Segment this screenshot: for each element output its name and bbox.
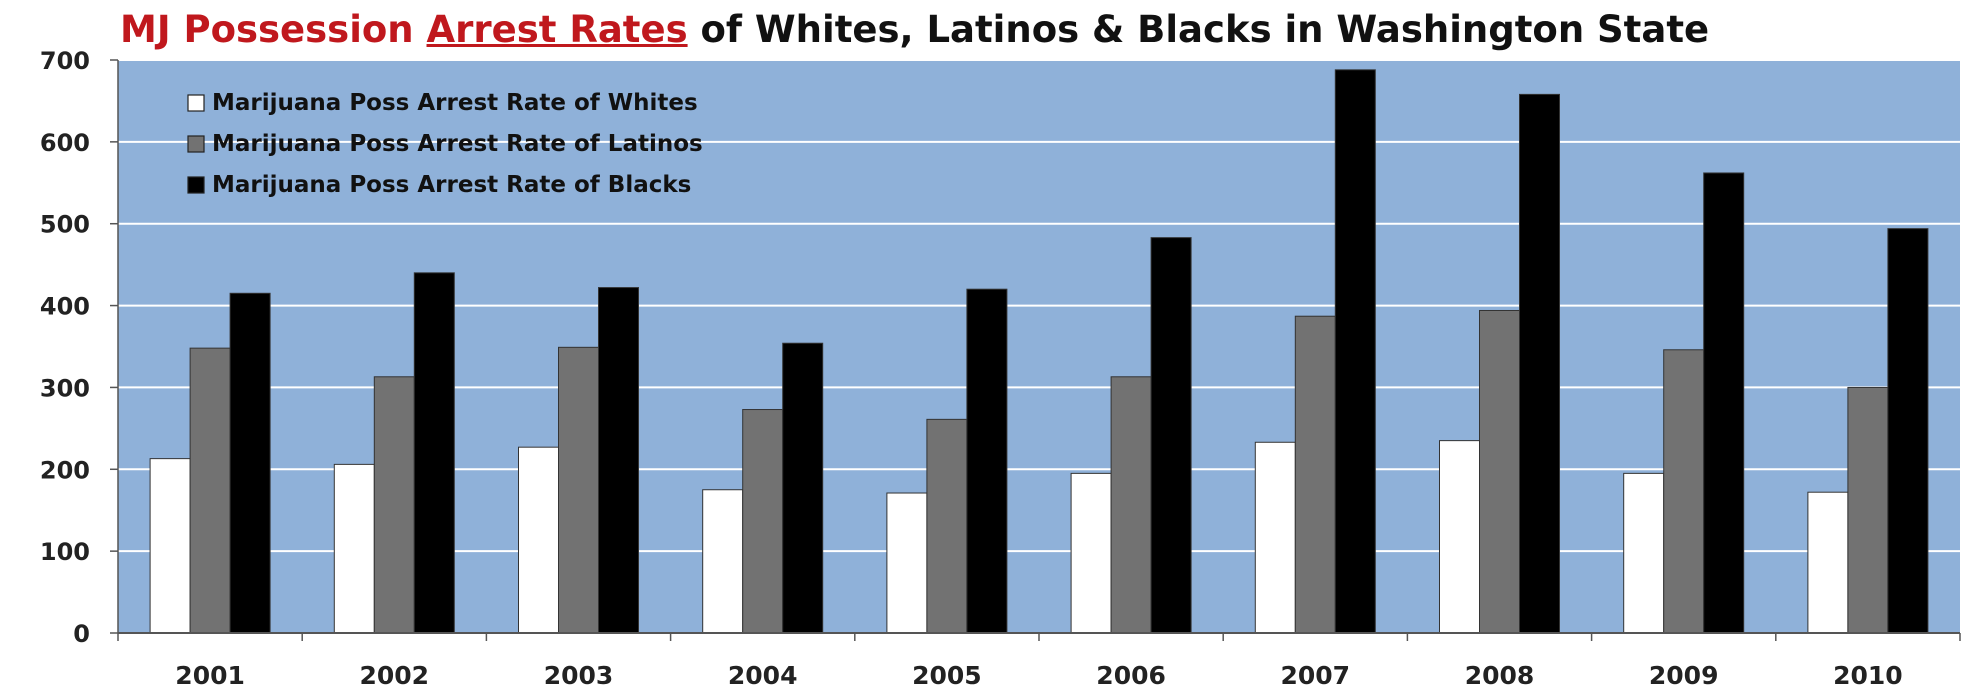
title-part-1: MJ Possession <box>120 8 427 51</box>
bar-blacks <box>229 292 271 634</box>
bar-blacks <box>966 288 1008 634</box>
axes: 0 100 200 300 400 500 600 700 2001 2002 2003 2004 20… <box>40 47 1961 690</box>
title-part-3: of Whites, Latinos & Blacks in Washingto… <box>687 8 1710 51</box>
bar-blacks <box>1887 228 1929 634</box>
chart-title: MJ Possession Arrest Rates of Whites, La… <box>120 2 1709 58</box>
y-tick-label: 400 <box>40 293 90 321</box>
bar-whites <box>149 458 191 634</box>
legend-item-blacks: Marijuana Poss Arrest Rate of Blacks <box>187 172 691 198</box>
legend: Marijuana Poss Arrest Rate of Whites Mari… <box>187 90 703 198</box>
y-tick-label: 600 <box>40 129 90 157</box>
y-tick-label: 700 <box>40 47 90 75</box>
bar-whites <box>1807 491 1849 634</box>
x-tick-label: 2006 <box>1096 661 1166 690</box>
bar-whites <box>1070 472 1112 634</box>
bar-blacks <box>1334 69 1376 634</box>
y-tick-label: 300 <box>40 374 90 402</box>
bar-blacks <box>1150 237 1192 634</box>
y-tick-label: 100 <box>40 538 90 566</box>
bar-latinos <box>1663 349 1705 634</box>
bar-blacks <box>782 342 824 634</box>
y-tick-label: 0 <box>73 620 90 648</box>
legend-item-latinos: Marijuana Poss Arrest Rate of Latinos <box>187 131 703 157</box>
legend-swatch <box>187 94 205 112</box>
bar-whites <box>1439 440 1480 634</box>
bar-latinos <box>926 418 968 634</box>
bar-latinos <box>1294 315 1336 634</box>
bar-latinos <box>189 347 231 634</box>
bars <box>149 69 1929 634</box>
bar-latinos <box>558 346 599 634</box>
bar-blacks <box>598 287 639 634</box>
x-tick-label: 2004 <box>728 661 798 690</box>
x-tick-label: 2007 <box>1281 661 1351 690</box>
bar-latinos <box>1847 386 1889 634</box>
legend-swatch <box>187 176 205 194</box>
x-tick-label: 2008 <box>1465 661 1535 690</box>
bar-whites <box>702 489 744 634</box>
x-tick-label: 2005 <box>912 661 982 690</box>
y-tick-label: 500 <box>40 211 90 239</box>
bar-whites <box>886 492 928 634</box>
x-tick-label: 2009 <box>1649 661 1719 690</box>
x-tick-label: 2001 <box>175 661 245 690</box>
legend-swatch <box>187 135 205 153</box>
bar-latinos <box>373 376 415 634</box>
bar-latinos <box>1479 309 1520 634</box>
legend-label: Marijuana Poss Arrest Rate of Blacks <box>212 172 691 198</box>
bar-whites <box>1254 441 1296 634</box>
bar-whites <box>333 463 375 634</box>
x-tick-label: 2010 <box>1833 661 1903 690</box>
bar-whites <box>518 446 559 634</box>
x-tick-label: 2002 <box>360 661 430 690</box>
x-tick-label: 2003 <box>544 661 614 690</box>
legend-label: Marijuana Poss Arrest Rate of Latinos <box>212 131 703 157</box>
legend-item-whites: Marijuana Poss Arrest Rate of Whites <box>187 90 698 116</box>
bar-whites <box>1623 472 1665 634</box>
bar-blacks <box>413 272 455 634</box>
y-tick-label: 200 <box>40 456 90 484</box>
bar-latinos <box>742 409 784 634</box>
legend-label: Marijuana Poss Arrest Rate of Whites <box>212 90 698 116</box>
bar-blacks <box>1519 93 1560 634</box>
title-part-2: Arrest Rates <box>426 8 688 51</box>
bar-latinos <box>1110 376 1152 634</box>
bar-blacks <box>1703 172 1745 634</box>
